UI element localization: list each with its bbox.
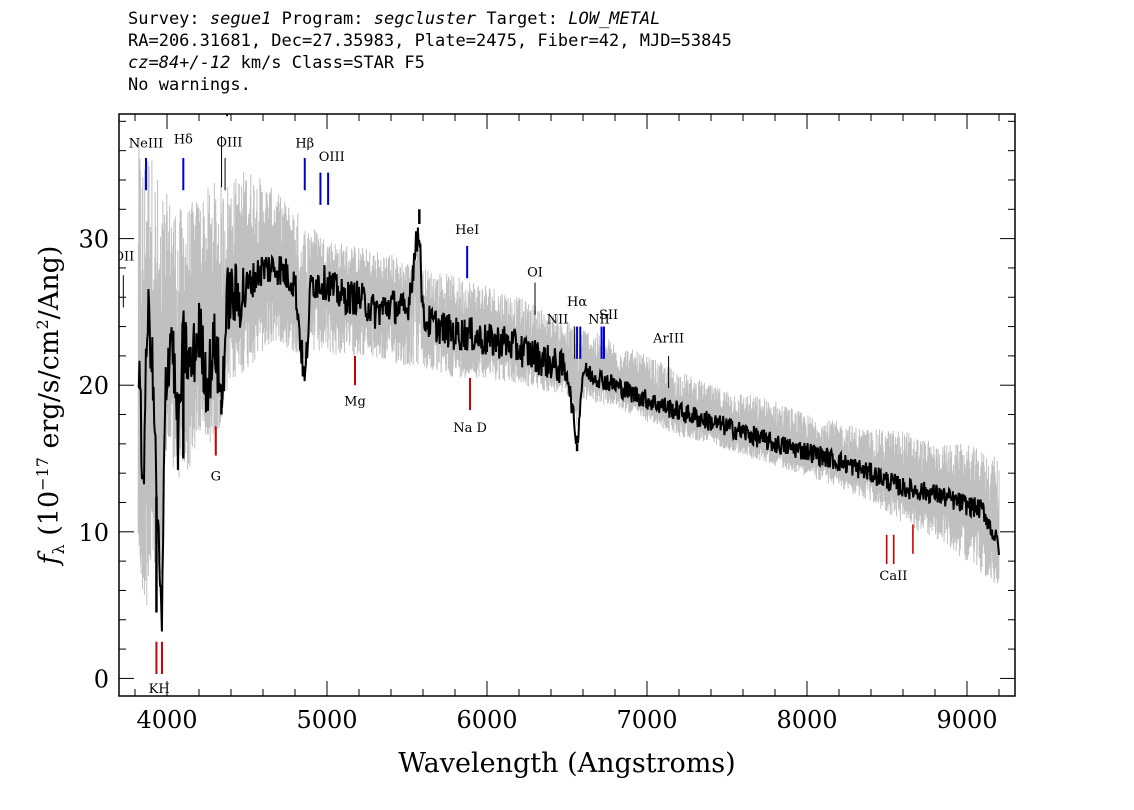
absorption-label-mg: Mg	[344, 395, 366, 410]
emission-label-hei: HeI	[455, 223, 479, 238]
target-value: LOW_METAL	[568, 9, 661, 29]
emission-label-nii_a: NII	[547, 313, 569, 328]
y-tick-label-10: 10	[78, 519, 109, 547]
emission-label-hδ: Hδ	[174, 132, 193, 147]
absorption-label-nad: Na D	[453, 421, 487, 436]
x-tick-label-4000: 4000	[136, 706, 197, 734]
x-tick-label-5000: 5000	[296, 706, 357, 734]
coordinates-line: RA=206.31681, Dec=27.35983, Plate=2475, …	[128, 31, 732, 51]
redshift-value: cz=84+/-12	[128, 53, 231, 73]
emission-label-oiii_b: OIII	[319, 150, 345, 165]
emission-label-hα: Hα	[567, 295, 587, 310]
flux-series	[137, 227, 1000, 632]
x-axis-title: Wavelength (Angstroms)	[398, 748, 735, 779]
absorption-label-caii: CaII	[879, 569, 907, 584]
axis-ticks: 4000 5000 6000 7000 8000 9000 0 10 20 30	[78, 114, 1015, 734]
survey-label: Survey:	[128, 9, 200, 29]
emission-label-oi: OI	[527, 266, 543, 281]
x-tick-label-8000: 8000	[776, 706, 837, 734]
spectrum-header: Survey: segue1 Program: segcluster Targe…	[128, 8, 732, 96]
emission-label-neiii: NeIII	[129, 137, 163, 152]
y-tick-label-0: 0	[94, 665, 109, 693]
x-tick-label-9000: 9000	[936, 706, 997, 734]
program-value: segcluster	[373, 9, 477, 29]
emission-label-oiii_a: OIII	[216, 135, 242, 150]
emission-label-nii_b: NII	[588, 313, 610, 328]
warnings-line: No warnings.	[128, 75, 251, 95]
survey-value: segue1	[209, 9, 272, 29]
target-label: Target:	[486, 9, 558, 29]
x-tick-label-7000: 7000	[616, 706, 677, 734]
emission-label-hγ: Hγ	[212, 103, 231, 118]
program-label: Program:	[281, 9, 364, 29]
y-axis-title: fλ (10−17 erg/s/cm2/Ang)	[33, 246, 68, 567]
y-tick-label-20: 20	[78, 372, 109, 400]
emission-label-oii: OII	[113, 250, 134, 265]
absorption-label-g: G	[211, 469, 221, 484]
uncertainty-series	[137, 137, 1000, 606]
x-tick-label-6000: 6000	[456, 706, 517, 734]
absorption-label-kh: KH	[149, 682, 170, 697]
class-line: km/s Class=STAR F5	[230, 53, 425, 73]
emission-label-hβ: Hβ	[295, 137, 314, 152]
emission-label-sii: SII	[599, 308, 618, 323]
emission-label-ariii: ArIII	[652, 332, 684, 347]
plot-frame	[118, 113, 1016, 697]
y-tick-label-30: 30	[78, 226, 109, 254]
